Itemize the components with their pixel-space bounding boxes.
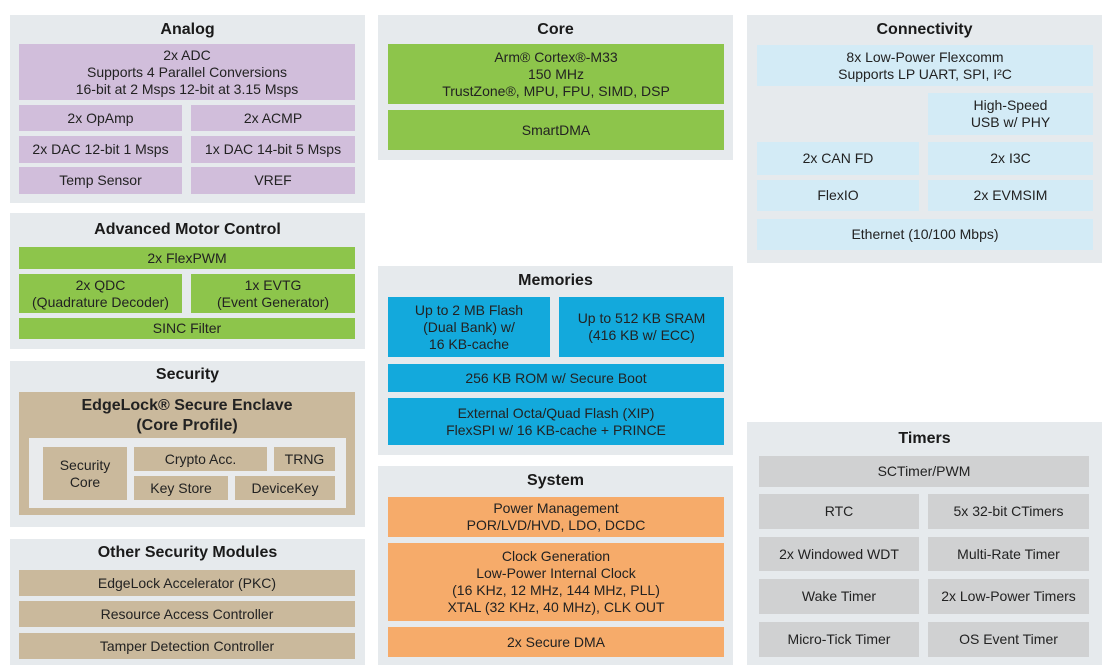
os-timer-block: OS Event Timer	[928, 622, 1089, 657]
usb-block: High-Speed USB w/ PHY	[928, 93, 1093, 135]
ethernet-block: Ethernet (10/100 Mbps)	[757, 219, 1093, 250]
secure-dma-block: 2x Secure DMA	[388, 627, 724, 657]
lp-timers-block: 2x Low-Power Timers	[928, 579, 1089, 614]
wwdt-block: 2x Windowed WDT	[759, 537, 919, 571]
power-block: Power Management POR/LVD/HVD, LDO, DCDC	[388, 497, 724, 537]
sctimer-block: SCTimer/PWM	[759, 456, 1089, 487]
ext-flash-block: External Octa/Quad Flash (XIP) FlexSPI w…	[388, 398, 724, 445]
utick-block: Micro-Tick Timer	[759, 622, 919, 657]
sinc-block: SINC Filter	[19, 318, 355, 339]
acmp-block: 2x ACMP	[191, 105, 355, 131]
smartdma-block: SmartDMA	[388, 110, 724, 150]
security-title: Security	[155, 366, 220, 383]
security-core-block: Security Core	[43, 447, 127, 500]
memories-title: Memories	[518, 272, 593, 289]
pkc-block: EdgeLock Accelerator (PKC)	[19, 570, 355, 596]
mrt-block: Multi-Rate Timer	[928, 537, 1089, 571]
sram-block: Up to 512 KB SRAM (416 KB w/ ECC)	[559, 297, 724, 357]
cpu-block: Arm® Cortex®-M33 150 MHz TrustZone®, MPU…	[388, 44, 724, 104]
key-store-block: Key Store	[134, 476, 228, 500]
connectivity-title: Connectivity	[876, 21, 973, 38]
dac12-block: 2x DAC 12-bit 1 Msps	[19, 136, 182, 163]
evmsim-block: 2x EVMSIM	[928, 180, 1093, 211]
trng-block: TRNG	[274, 447, 335, 471]
flash-block: Up to 2 MB Flash (Dual Bank) w/ 16 KB-ca…	[388, 297, 550, 357]
flexio-block: FlexIO	[757, 180, 919, 211]
tamper-block: Tamper Detection Controller	[19, 633, 355, 659]
wake-timer-block: Wake Timer	[759, 579, 919, 614]
temp-sensor-block: Temp Sensor	[19, 167, 182, 194]
vref-block: VREF	[191, 167, 355, 194]
system-title: System	[527, 472, 584, 489]
analog-title: Analog	[160, 21, 215, 38]
flexcomm-block: 8x Low-Power Flexcomm Supports LP UART, …	[757, 45, 1093, 86]
flexpwm-block: 2x FlexPWM	[19, 247, 355, 269]
evtg-block: 1x EVTG (Event Generator)	[191, 274, 355, 313]
core-title: Core	[537, 21, 574, 38]
adc-block: 2x ADC Supports 4 Parallel Conversions 1…	[19, 44, 355, 100]
device-key-block: DeviceKey	[235, 476, 335, 500]
clock-block: Clock Generation Low-Power Internal Cloc…	[388, 543, 724, 621]
i3c-block: 2x I3C	[928, 142, 1093, 175]
timers-title: Timers	[898, 430, 951, 447]
rtc-block: RTC	[759, 494, 919, 529]
qdc-block: 2x QDC (Quadrature Decoder)	[19, 274, 182, 313]
rom-block: 256 KB ROM w/ Secure Boot	[388, 364, 724, 392]
dac14-block: 1x DAC 14-bit 5 Msps	[191, 136, 355, 163]
opamp-block: 2x OpAmp	[19, 105, 182, 131]
ctimers-block: 5x 32-bit CTimers	[928, 494, 1089, 529]
motor-title: Advanced Motor Control	[94, 221, 281, 238]
rac-block: Resource Access Controller	[19, 601, 355, 627]
can-block: 2x CAN FD	[757, 142, 919, 175]
crypto-block: Crypto Acc.	[134, 447, 267, 471]
other-security-title: Other Security Modules	[97, 544, 278, 561]
